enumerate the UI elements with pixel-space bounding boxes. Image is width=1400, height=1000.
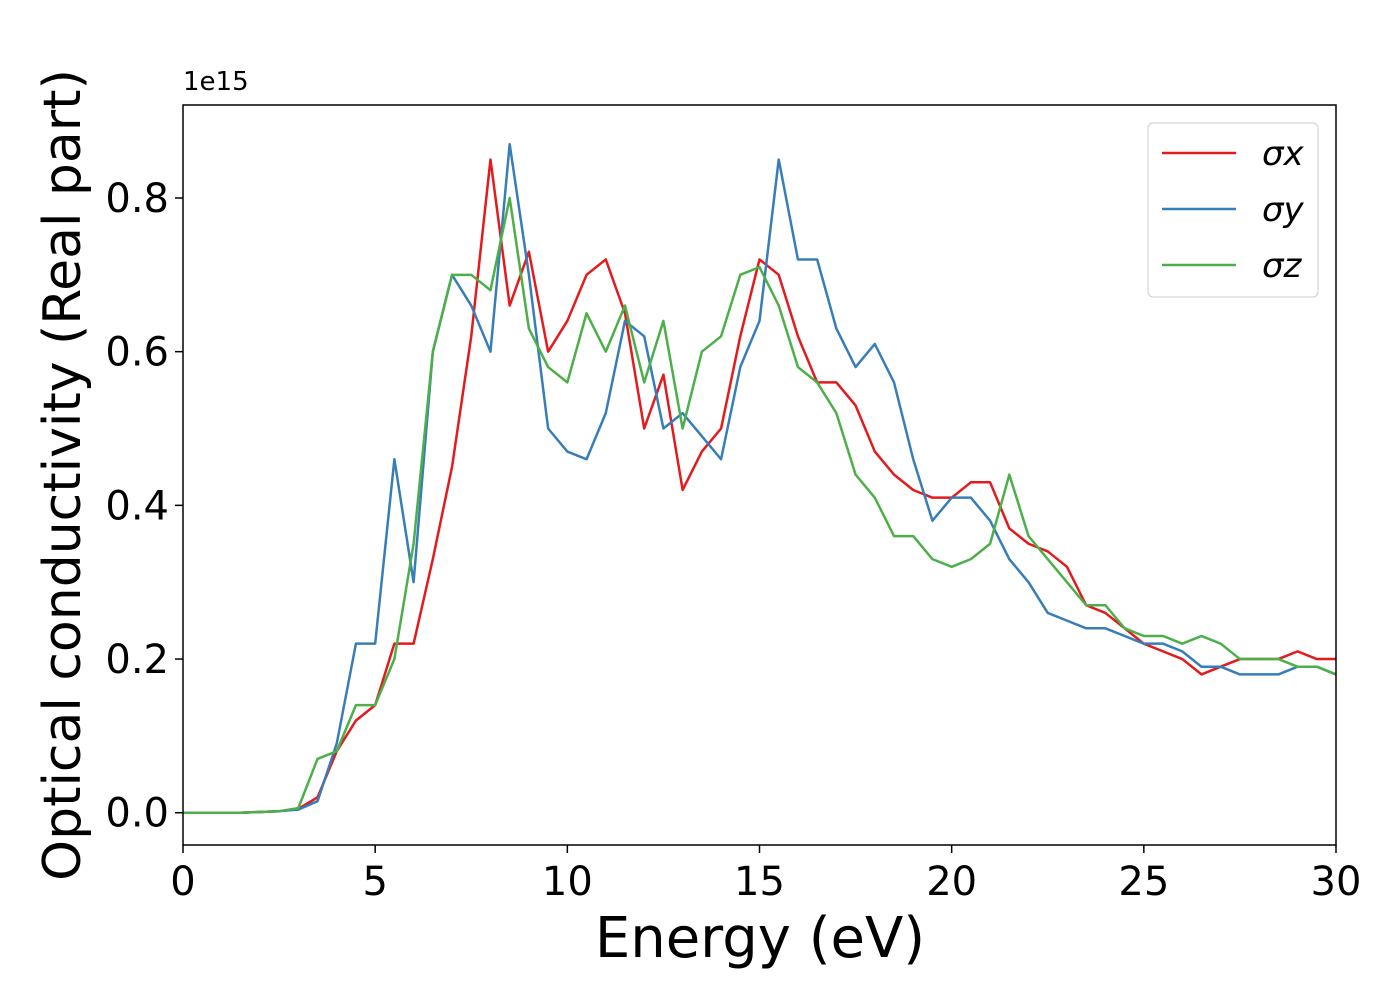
y-axis-label: Optical conductivity (Real part) [33, 69, 93, 881]
line-series [183, 142, 1337, 814]
y-offset-label: 1e15 [183, 67, 249, 97]
x-tick-label: 15 [734, 859, 785, 905]
line-series [183, 196, 1337, 814]
y-tick-label: 0.6 [105, 330, 169, 376]
x-tick-label: 5 [362, 859, 387, 905]
y-tick-label: 0.4 [105, 483, 169, 529]
y-tick-label: 0.2 [105, 637, 169, 683]
x-axis-label: Energy (eV) [595, 906, 925, 971]
x-tick-label: 25 [1118, 859, 1169, 905]
x-tick-label: 20 [926, 859, 977, 905]
legend-label: σz [1262, 246, 1303, 286]
x-tick-label: 30 [1311, 859, 1362, 905]
y-tick-label: 0.8 [105, 176, 169, 222]
x-tick-label: 0 [170, 859, 195, 905]
legend-label: σx [1262, 134, 1305, 174]
x-tick-label: 10 [542, 859, 593, 905]
y-tick-label: 0.0 [105, 791, 169, 837]
legend-label: σy [1262, 190, 1305, 230]
plot-frame [182, 104, 1337, 846]
